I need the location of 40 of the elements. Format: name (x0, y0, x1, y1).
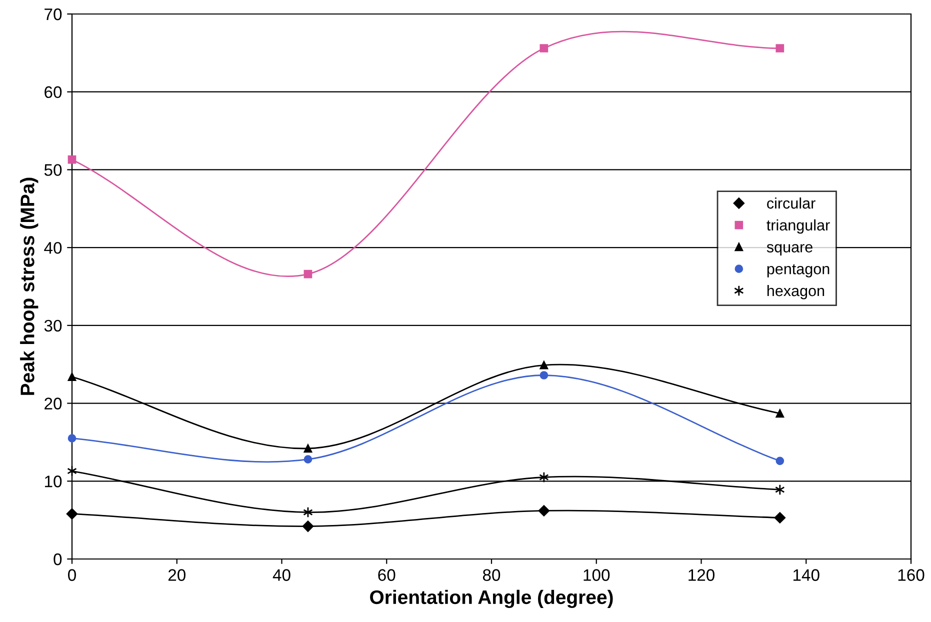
point (66, 508, 78, 520)
legend-label: pentagon (767, 264, 830, 278)
x-tick-label: 0 (68, 569, 76, 581)
y-tick-label: 30 (44, 320, 62, 332)
x-tick-label: 20 (168, 569, 186, 581)
point (776, 456, 784, 466)
point (540, 44, 548, 52)
point (774, 512, 786, 524)
x-tick-label: 100 (584, 569, 610, 581)
x-tick-label: 140 (793, 569, 820, 581)
point (302, 520, 314, 532)
y-tick-label: 60 (44, 86, 62, 98)
y-tick-label: 20 (44, 398, 62, 410)
x-tick-label: 40 (272, 569, 290, 581)
y-tick-label: 10 (45, 476, 62, 488)
legend-label: hexagon (767, 284, 824, 300)
point (776, 409, 784, 418)
point (540, 360, 548, 370)
point (304, 455, 312, 464)
point (68, 372, 76, 381)
legend-label: square (766, 244, 812, 256)
point (304, 270, 312, 278)
point (68, 434, 76, 442)
legend-label: circular (767, 197, 816, 209)
y-tick-label: 40 (44, 242, 62, 254)
y-tick-label: 50 (44, 164, 62, 176)
legend-label: triangular (766, 219, 830, 234)
x-tick-label: 160 (898, 569, 924, 581)
point (304, 444, 312, 453)
y-tick-label: 70 (44, 8, 62, 20)
y-tick-label: 0 (54, 553, 62, 566)
x-tick-label: 80 (482, 569, 500, 581)
x-tick-label: 60 (378, 569, 396, 581)
point (776, 44, 784, 52)
point (68, 155, 76, 164)
x-tick-label: 120 (688, 569, 715, 581)
y-axis-title: Peak hoop stress (MPa) (20, 178, 38, 395)
x-axis-title: Orientation Angle (degree) (370, 590, 613, 608)
point (540, 371, 548, 380)
point (538, 505, 550, 516)
